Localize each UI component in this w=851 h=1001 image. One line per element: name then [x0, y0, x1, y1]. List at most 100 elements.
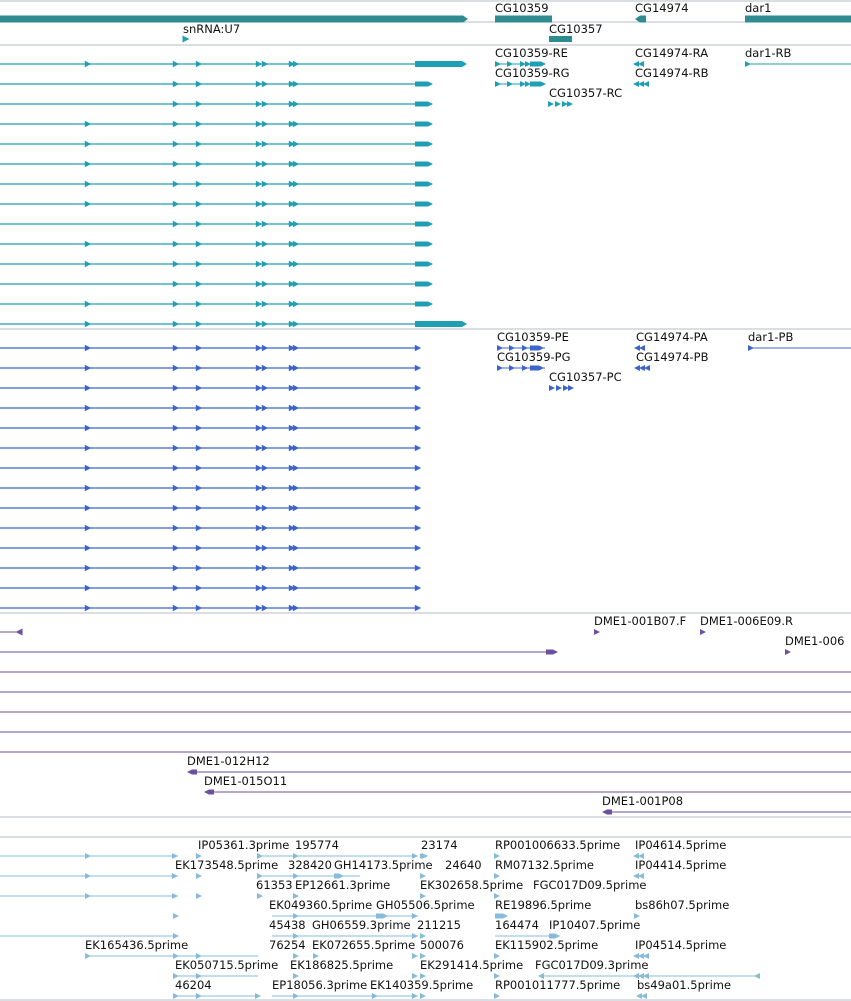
strand-arrow-right-icon: [288, 364, 296, 372]
gene-span: [635, 15, 646, 23]
strand-arrow-right-icon: [288, 604, 296, 612]
feature-label: EK302658.5prime: [420, 878, 523, 892]
strand-arrow-right-icon: [261, 444, 269, 452]
strand-arrow-left-icon: [638, 853, 644, 859]
strand-arrow-right-icon: [494, 893, 500, 899]
strand-arrow-right-icon: [494, 853, 500, 859]
feature-label: EP18056.3prime: [272, 978, 367, 992]
strand-arrow-right-icon: [509, 345, 515, 351]
strand-arrow-right-icon: [420, 973, 426, 979]
strand-arrow-right-icon: [195, 120, 203, 128]
strand-arrow-right-icon: [195, 604, 203, 612]
feature-label: 24640: [445, 858, 482, 872]
strand-arrow-right-icon: [172, 220, 180, 228]
strand-arrow-right-icon: [292, 524, 300, 532]
strand-arrow-right-icon: [195, 280, 203, 288]
clone-end: [602, 809, 612, 815]
strand-arrow-right-icon: [84, 444, 92, 452]
strand-arrow-right-icon: [292, 604, 300, 612]
protein-block: [530, 365, 544, 371]
strand-arrow-right-icon: [84, 260, 92, 268]
strand-arrow-right-icon: [172, 260, 180, 268]
strand-arrow-right-icon: [84, 140, 92, 148]
strand-arrow-right-icon: [420, 953, 426, 959]
feature-label: IP05361.3prime: [198, 838, 289, 852]
strand-arrow-right-icon: [195, 524, 203, 532]
strand-arrow-right-icon: [172, 320, 180, 328]
strand-arrow-right-icon: [555, 101, 561, 107]
transcript-exon: [415, 261, 433, 267]
strand-arrow-right-icon: [494, 973, 500, 979]
strand-arrow-right-icon: [195, 404, 203, 412]
feature-label: dar1-PB: [748, 330, 793, 344]
strand-arrow-right-icon: [288, 384, 296, 392]
strand-arrow-right-icon: [195, 564, 203, 572]
feature-label: FGC017D09.5prime: [533, 878, 646, 892]
strand-arrow-right-icon: [288, 60, 296, 68]
strand-arrow-right-icon: [195, 300, 203, 308]
strand-arrow-right-icon: [255, 200, 263, 208]
strand-arrow-right-icon: [288, 220, 296, 228]
strand-arrow-right-icon: [84, 564, 92, 572]
strand-arrow-right-icon: [84, 300, 92, 308]
strand-arrow-right-icon: [261, 524, 269, 532]
strand-arrow-right-icon: [414, 584, 422, 592]
strand-arrow-right-icon: [288, 280, 296, 288]
strand-arrow-right-icon: [255, 424, 263, 432]
strand-arrow-right-icon: [172, 300, 180, 308]
strand-arrow-right-icon: [173, 913, 179, 919]
strand-arrow-right-icon: [414, 404, 422, 412]
strand-arrow-right-icon: [261, 60, 269, 68]
strand-arrow-right-icon: [195, 60, 203, 68]
strand-arrow-right-icon: [261, 120, 269, 128]
transcript-exon: [415, 181, 433, 187]
strand-arrow-right-icon: [172, 180, 180, 188]
strand-arrow-right-icon: [255, 280, 263, 288]
strand-arrow-right-icon: [525, 81, 531, 87]
strand-arrow-right-icon: [255, 464, 263, 472]
feature-label: DME1-015O11: [204, 774, 287, 788]
strand-arrow-right-icon: [522, 345, 528, 351]
strand-arrow-right-icon: [84, 180, 92, 188]
strand-arrow-right-icon: [507, 81, 513, 87]
strand-arrow-right-icon: [548, 101, 554, 107]
strand-arrow-left-icon: [639, 365, 645, 371]
strand-arrow-right-icon: [507, 61, 513, 67]
strand-arrow-right-icon: [172, 344, 180, 352]
strand-arrow-right-icon: [414, 544, 422, 552]
strand-arrow-right-icon: [172, 404, 180, 412]
strand-arrow-right-icon: [288, 240, 296, 248]
transcript-exon: [415, 61, 467, 67]
strand-arrow-right-icon: [292, 300, 300, 308]
strand-arrow-right-icon: [255, 384, 263, 392]
strand-arrow-right-icon: [313, 953, 319, 959]
strand-arrow-right-icon: [172, 544, 180, 552]
strand-arrow-right-icon: [288, 584, 296, 592]
strand-arrow-right-icon: [172, 524, 180, 532]
feature-label: CG14974-PA: [636, 330, 708, 344]
strand-arrow-right-icon: [84, 320, 92, 328]
strand-arrow-right-icon: [261, 180, 269, 188]
strand-arrow-right-icon: [261, 320, 269, 328]
feature-label: dar1: [745, 1, 771, 15]
feature-label: DME1-001B07.F: [594, 614, 686, 628]
strand-arrow-right-icon: [292, 140, 300, 148]
strand-arrow-left-icon: [643, 81, 649, 87]
strand-arrow-right-icon: [288, 544, 296, 552]
transcript-exon: [415, 141, 433, 147]
strand-arrow-right-icon: [261, 80, 269, 88]
strand-arrow-right-icon: [84, 240, 92, 248]
feature-label: CG10359-RG: [495, 66, 570, 80]
feature-label: CG14974-RB: [635, 66, 709, 80]
strand-arrow-right-icon: [414, 344, 422, 352]
strand-arrow-right-icon: [84, 344, 92, 352]
feature-label: EK072655.5prime: [312, 938, 415, 952]
strand-arrow-right-icon: [195, 424, 203, 432]
strand-arrow-right-icon: [509, 365, 515, 371]
feature-label: CG10357: [549, 22, 603, 36]
strand-arrow-right-icon: [288, 160, 296, 168]
strand-arrow-right-icon: [420, 893, 426, 899]
strand-arrow-right-icon: [255, 240, 263, 248]
